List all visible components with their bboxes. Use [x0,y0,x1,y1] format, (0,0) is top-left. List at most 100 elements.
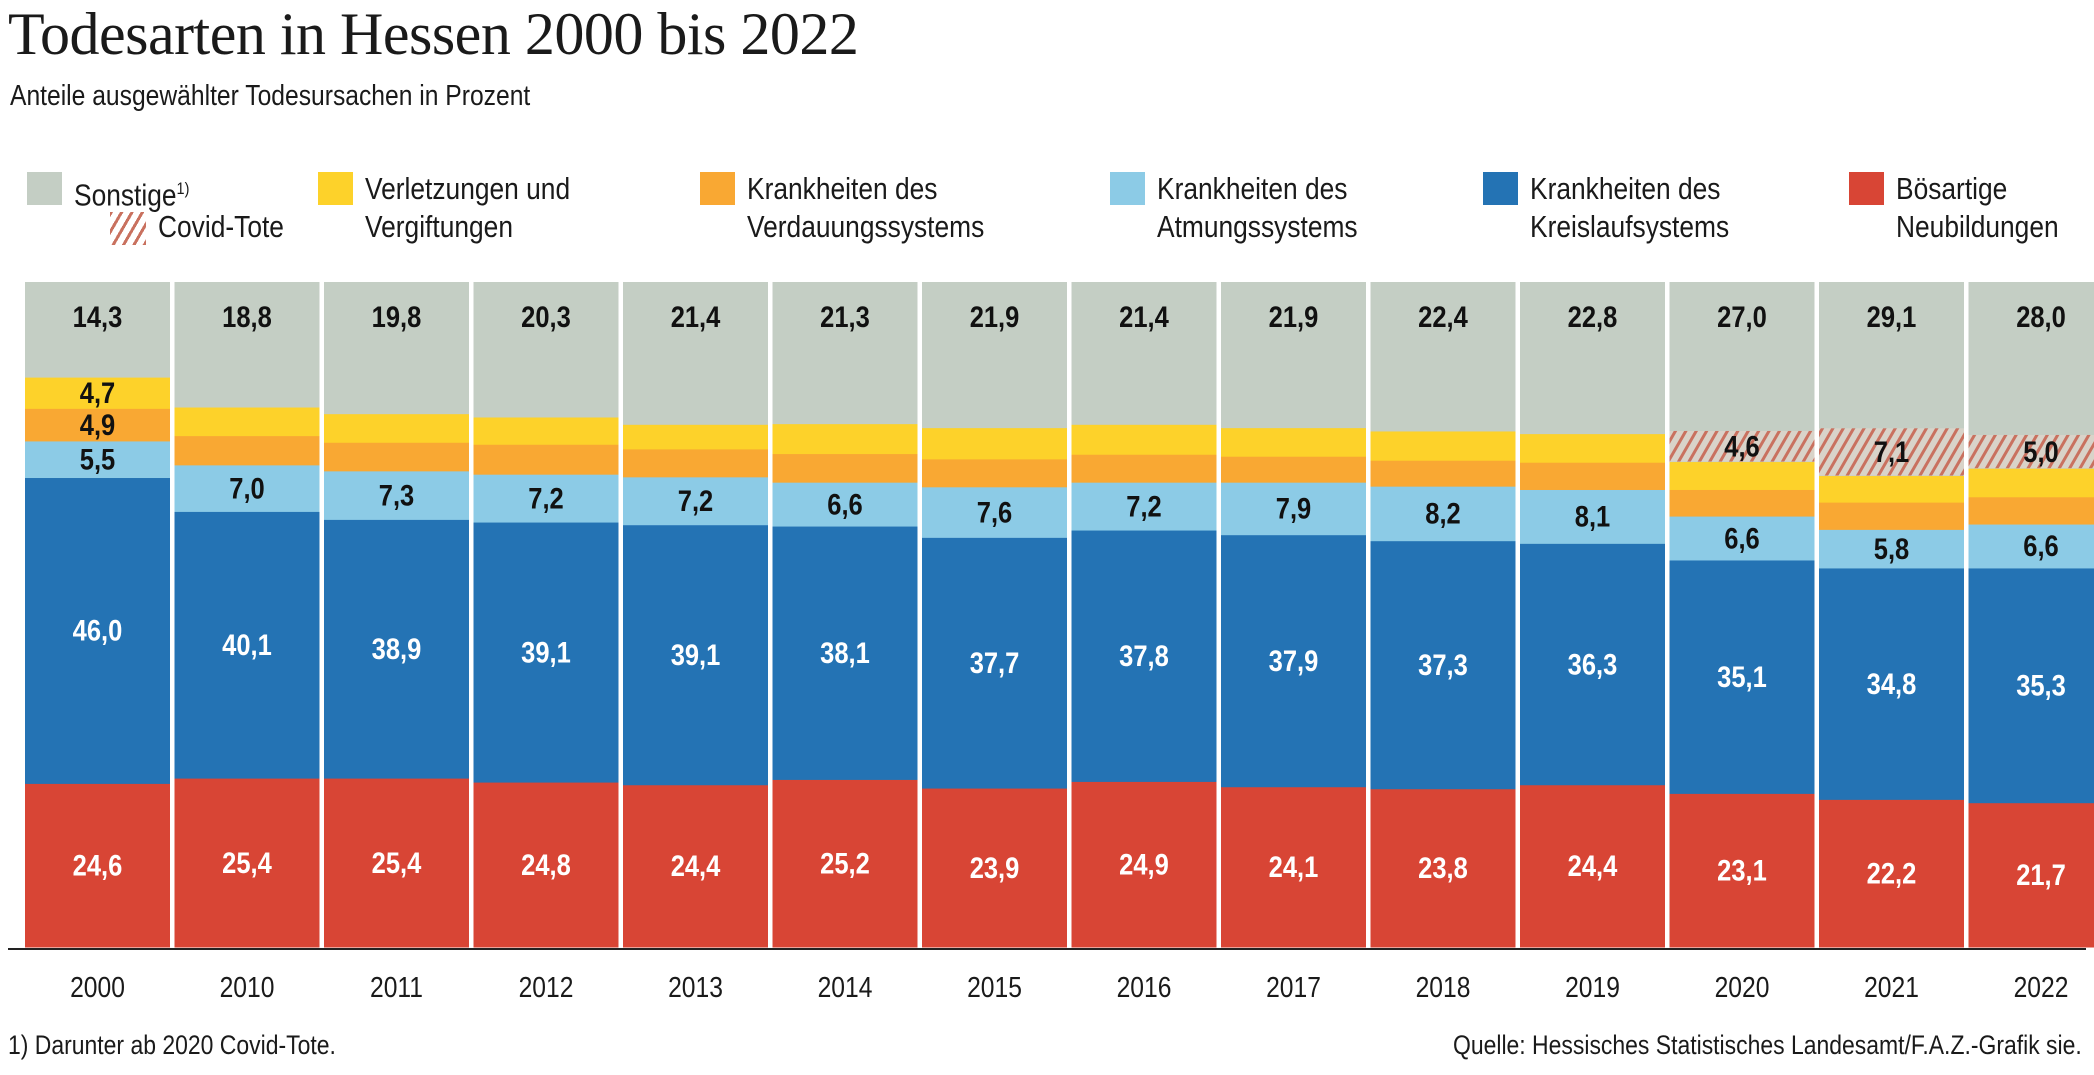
bar-segment-b-sartige-neubildungen [473,782,619,948]
bar-segment-verletzungen-und-vergiftungen [1370,430,1516,461]
legend-label-line2: Neubildungen [1896,209,2059,244]
bar-segment-krankheiten-des-verdauungssystems [174,435,320,466]
data-label: 38,9 [372,632,422,665]
bar-segment-verletzungen-und-vergiftungen [1221,427,1366,457]
bar-segment-b-sartige-neubildungen [772,779,918,948]
data-label: 28,0 [2016,300,2066,333]
bar-segment-krankheiten-des-atmungssystems [623,476,768,526]
data-label: 25,4 [372,846,422,879]
data-label: 14,3 [73,300,123,333]
data-label: 7,0 [229,471,264,504]
data-label: 7,2 [1126,489,1161,522]
x-tick-label: 2018 [1416,971,1471,1003]
data-label: 23,8 [1418,851,1468,884]
data-label: 19,8 [372,300,422,333]
data-label: 24,9 [1119,848,1169,881]
bar-segment-sonstige [922,282,1067,429]
data-label: 37,9 [1269,644,1319,677]
bar-segment-b-sartige-neubildungen [1968,802,2094,948]
legend-verdauung: Krankheiten des Verdauungssystems [700,170,1026,246]
bar-segment-sonstige [623,282,768,425]
legend-label-line2: Vergiftungen [365,209,513,244]
data-label: 4,7 [80,376,115,409]
bar-segment-b-sartige-neubildungen [1819,799,1964,948]
bar-segment-verletzungen-und-vergiftungen [1819,475,1964,503]
bar-segment-krankheiten-des-kreislaufsystems [174,511,320,779]
bar-segment-krankheiten-des-atmungssystems [324,470,469,520]
data-label: 21,7 [2016,858,2066,891]
data-label: 7,3 [379,478,414,511]
legend-swatch-verletzungen [318,172,353,205]
x-tick-label: 2012 [519,971,574,1003]
legend-swatch-sonstige [27,172,62,205]
bar-segment-verletzungen-und-vergiftungen [25,377,170,409]
legend-neubildungen: Bösartige Neubildungen [1849,170,2087,246]
legend-kreislauf: Krankheiten des Kreislaufsystems [1483,170,1764,246]
x-tick-label: 2015 [967,971,1022,1003]
bar-segment-b-sartige-neubildungen [1071,781,1217,948]
legend-label-covid: Covid-Tote [158,209,284,244]
bar-segment-krankheiten-des-verdauungssystems [1370,460,1516,487]
x-tick-label: 2019 [1565,971,1620,1003]
data-label: 7,2 [678,484,713,517]
legend-label-line1: Krankheiten des [1530,171,1721,206]
bar-segment-krankheiten-des-verdauungssystems [623,448,768,478]
chart-title: Todesarten in Hessen 2000 bis 2022 [8,1,859,67]
legend-label-line2: Atmungssystems [1157,209,1358,244]
bar-segment-verletzungen-und-vergiftungen [922,427,1067,460]
data-label: 23,9 [970,851,1020,884]
bar-segment-krankheiten-des-kreislaufsystems [623,524,768,786]
bar-segment-krankheiten-des-atmungssystems [1071,482,1217,531]
x-tick-label: 2010 [220,971,275,1003]
legend-covid: Covid-Tote [110,208,306,246]
bar-segment-krankheiten-des-kreislaufsystems [922,537,1067,789]
x-tick-label: 2014 [818,971,873,1003]
legend-label-line1: Bösartige [1896,171,2008,206]
bar-segment-krankheiten-des-verdauungssystems [473,444,619,475]
x-tick-label: 2017 [1266,971,1321,1003]
data-label: 25,2 [820,847,870,880]
bar-segment-krankheiten-des-atmungssystems [1819,529,1964,569]
bar-segment-krankheiten-des-kreislaufsystems [772,526,918,780]
data-label: 37,7 [970,646,1020,679]
bar-segment-krankheiten-des-verdauungssystems [1221,456,1366,483]
data-label: 20,3 [521,300,571,333]
data-label: 22,4 [1418,300,1468,333]
data-label: 38,1 [820,636,870,669]
bar-segment-krankheiten-des-kreislaufsystems [1669,559,1815,794]
bar-segment-verletzungen-und-vergiftungen [1520,433,1665,463]
bar-segment-sonstige [1520,282,1665,435]
bar-segment-sonstige [324,282,469,415]
bar-segment-krankheiten-des-verdauungssystems [1968,496,2094,525]
data-label-covid: 4,6 [1724,430,1759,463]
legend-verletzungen: Verletzungen und Vergiftungen [318,170,606,246]
bar-segment-covid [1968,434,2094,469]
data-label: 21,9 [1269,300,1319,333]
bar-segment-krankheiten-des-verdauungssystems [922,458,1067,488]
data-label: 39,1 [521,635,571,668]
bar-segment-krankheiten-des-atmungssystems [1669,516,1815,561]
bar-segment-krankheiten-des-atmungssystems [174,464,320,512]
data-label: 22,8 [1568,300,1618,333]
data-label: 7,6 [977,495,1012,528]
bar-segment-verletzungen-und-vergiftungen [1669,461,1815,490]
legend-swatch-verdauung [700,172,735,205]
bar-segment-sonstige [1370,282,1516,432]
data-label: 35,3 [2016,669,2066,702]
bar-segment-krankheiten-des-atmungssystems [1370,486,1516,542]
data-label: 36,3 [1568,647,1618,680]
bar-segment-b-sartige-neubildungen [1520,784,1665,948]
bar-segment-krankheiten-des-atmungssystems [1968,524,2094,569]
x-tick-label: 2020 [1715,971,1770,1003]
data-label: 37,3 [1418,648,1468,681]
data-label-covid: 5,0 [2023,435,2058,468]
x-tick-label: 2000 [70,971,125,1003]
bar-segment-b-sartige-neubildungen [623,784,768,948]
data-label: 35,1 [1717,660,1767,693]
source-note: Quelle: Hessisches Statistisches Landesa… [1453,1030,2082,1060]
bar-segment-krankheiten-des-kreislaufsystems [1819,567,1964,800]
bar-segment-krankheiten-des-kreislaufsystems [1071,530,1217,782]
bar-segment-sonstige [473,282,619,418]
bar-segment-b-sartige-neubildungen [1221,786,1366,948]
bar-segment-krankheiten-des-kreislaufsystems [1968,567,2094,804]
